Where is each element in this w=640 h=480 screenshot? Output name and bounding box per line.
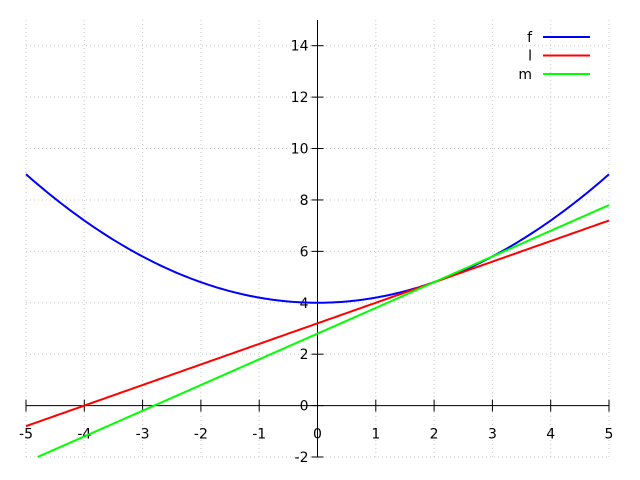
legend-label-f: f [527,30,533,46]
y-tick-label: 14 [291,39,309,55]
y-tick-label: 2 [300,347,309,363]
legend-label-m: m [518,67,532,83]
series-lines [25,173,610,458]
x-tick-label: -1 [252,427,266,443]
x-tick-label: 0 [313,427,322,443]
y-tick-label: 10 [291,142,309,158]
x-tick-label: 4 [546,427,555,443]
x-tick-label: 3 [488,427,497,443]
x-tick-label: 2 [430,427,439,443]
y-tick-label: 6 [300,244,309,260]
y-tick-label: 4 [300,296,309,312]
x-tick-label: 1 [371,427,380,443]
y-tick-label: 0 [300,399,309,415]
series-line-f [25,173,610,304]
x-tick-label: -3 [136,427,150,443]
x-tick-label: -2 [194,427,208,443]
y-tick-label: 12 [291,90,309,106]
legend-label-l: l [528,49,532,65]
axes [25,20,610,458]
x-tick-label: -5 [19,427,33,443]
series-line-m [37,204,610,458]
legend: flm [518,30,590,83]
series-line-l [25,219,610,428]
x-tick-label: 5 [605,427,614,443]
y-tick-label: -2 [295,450,309,466]
y-tick-label: 8 [300,193,309,209]
